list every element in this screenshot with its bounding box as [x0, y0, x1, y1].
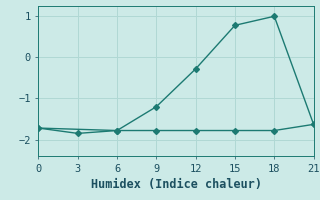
- X-axis label: Humidex (Indice chaleur): Humidex (Indice chaleur): [91, 178, 261, 191]
